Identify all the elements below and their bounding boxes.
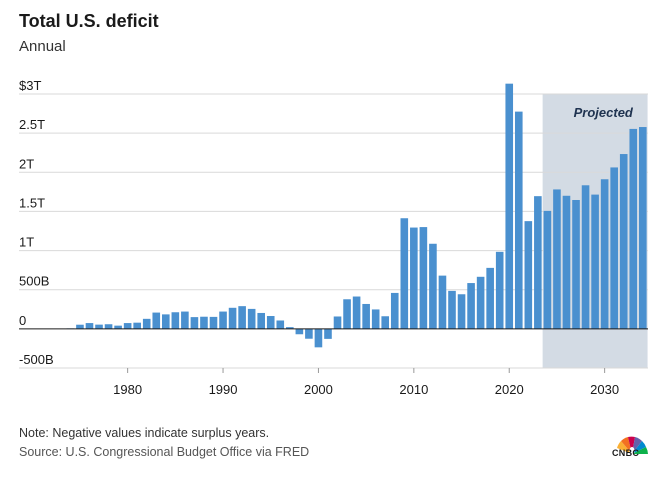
y-tick-label: $3T <box>19 78 41 93</box>
x-tick-label: 1990 <box>209 382 238 397</box>
bar-2030 <box>600 179 609 329</box>
bar-1991 <box>228 307 237 329</box>
axes <box>19 328 648 373</box>
bar-1984 <box>162 314 170 329</box>
bar-1976 <box>85 323 94 329</box>
y-tick-label: 2T <box>19 156 34 171</box>
bar-1978 <box>104 324 113 329</box>
bar-2022 <box>524 221 533 329</box>
bar-2018 <box>486 267 494 329</box>
bar-2032 <box>619 154 628 329</box>
bars <box>66 83 647 348</box>
x-tick-label: 2010 <box>399 382 428 397</box>
bar-1985 <box>171 312 180 329</box>
bar-2004 <box>352 296 361 329</box>
y-tick-label: 1T <box>19 235 34 250</box>
bar-2023 <box>534 196 542 329</box>
x-tick-label: 1980 <box>113 382 142 397</box>
x-tick-label: 2000 <box>304 382 333 397</box>
chart-note: Note: Negative values indicate surplus y… <box>19 426 270 440</box>
bar-1988 <box>200 316 208 329</box>
bar-2000 <box>314 328 323 348</box>
bar-2028 <box>581 185 590 329</box>
bar-2005 <box>362 303 370 329</box>
y-tick-label: 1.5T <box>19 195 45 210</box>
bar-1993 <box>247 308 256 329</box>
bar-1998 <box>295 328 304 335</box>
bar-1992 <box>238 306 246 329</box>
bar-2031 <box>610 167 618 329</box>
y-tick-label: 2.5T <box>19 117 45 132</box>
bar-1997 <box>286 327 294 329</box>
y-tick-label: 0 <box>19 313 26 328</box>
bar-2015 <box>457 294 466 329</box>
bar-1989 <box>209 316 218 329</box>
peacock-logo-icon <box>617 436 648 455</box>
bar-1983 <box>152 312 161 329</box>
bar-2012 <box>429 243 437 329</box>
projection-label: Projected <box>574 105 634 120</box>
bar-2024 <box>543 210 552 329</box>
labels: $3T 2.5T 2T 1.5T 1T 500B 0 -500B 1980 1990 2000 201… <box>19 78 619 397</box>
bar-2027 <box>572 199 580 329</box>
bar-2003 <box>343 299 351 329</box>
bar-2009 <box>400 218 409 329</box>
y-tick-label: 500B <box>19 274 49 289</box>
bar-1990 <box>219 311 227 329</box>
bar-2025 <box>553 189 561 329</box>
bar-2008 <box>390 292 399 329</box>
chart-title: Total U.S. deficit <box>19 11 159 31</box>
bar-2001 <box>324 328 332 339</box>
deficit-bar-chart: Projected $3T 2.5T 2T 1.5T 1T 500B 0 -500B 1980 1… <box>19 78 648 397</box>
bar-2029 <box>591 194 599 329</box>
bar-2006 <box>371 309 380 329</box>
bar-1979 <box>114 325 122 329</box>
chart-source: Source: U.S. Congressional Budget Office… <box>19 445 310 459</box>
bar-1994 <box>257 312 265 329</box>
bar-2034 <box>639 127 647 329</box>
bar-2020 <box>505 83 514 329</box>
bar-2021 <box>514 111 523 329</box>
gridlines <box>19 93 648 369</box>
bar-1980 <box>123 323 132 329</box>
x-tick-label: 2020 <box>495 382 524 397</box>
bar-2016 <box>467 283 475 329</box>
chart-subtitle: Annual <box>19 38 66 55</box>
bar-2026 <box>562 195 571 329</box>
bar-1987 <box>190 317 199 329</box>
bar-2002 <box>333 316 342 329</box>
cnbc-logo-text: CNBC <box>612 448 640 458</box>
bar-2017 <box>476 276 485 329</box>
bar-1981 <box>133 322 141 329</box>
bar-1982 <box>142 318 151 329</box>
bar-1977 <box>95 324 103 329</box>
bar-2011 <box>419 227 428 329</box>
bar-2033 <box>629 128 638 329</box>
bar-1999 <box>305 328 313 339</box>
bar-2010 <box>410 227 418 329</box>
bar-1996 <box>276 320 285 329</box>
bar-1986 <box>181 311 189 329</box>
x-tick-label: 2030 <box>590 382 619 397</box>
bar-2014 <box>448 290 456 329</box>
bar-2007 <box>381 316 390 329</box>
y-tick-label: -500B <box>19 352 54 367</box>
bar-2013 <box>438 275 447 329</box>
bar-2019 <box>495 251 504 329</box>
bar-1975 <box>76 324 84 329</box>
bar-1995 <box>266 316 275 329</box>
